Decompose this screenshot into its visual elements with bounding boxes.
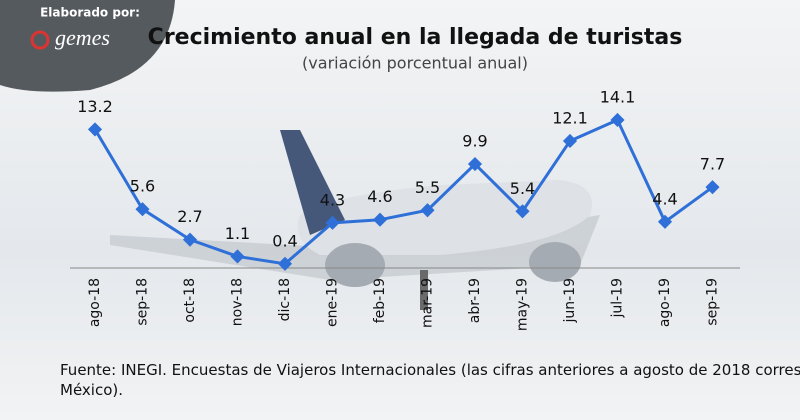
x-tick-label: may-19 <box>515 278 531 331</box>
data-point <box>230 249 245 264</box>
note-line: México). <box>60 381 123 399</box>
data-label: 14.1 <box>600 87 636 106</box>
data-label: 9.9 <box>462 132 487 151</box>
data-label: 0.4 <box>272 231 297 250</box>
data-point <box>277 256 293 271</box>
data-label: 4.3 <box>320 190 345 209</box>
data-point <box>515 204 530 219</box>
data-label: 12.1 <box>552 108 588 127</box>
data-point <box>135 202 150 217</box>
data-label: 2.7 <box>177 207 202 226</box>
data-label: 5.6 <box>130 177 155 196</box>
data-label: 4.6 <box>367 187 392 206</box>
data-point <box>562 133 578 149</box>
chart-subtitle: (variación porcentual anual) <box>302 54 528 73</box>
data-label: 5.5 <box>415 178 440 197</box>
note: Fuente: INEGI. Encuestas de Viajeros Int… <box>60 361 800 399</box>
x-tick-label: jul-19 <box>610 278 626 319</box>
note-line: Fuente: INEGI. Encuestas de Viajeros Int… <box>60 361 800 379</box>
x-tick-label: sep-19 <box>705 278 721 326</box>
series-line <box>93 117 714 266</box>
x-tick-label: jun-19 <box>562 278 578 324</box>
logo-badge <box>0 0 175 92</box>
data-label: 5.4 <box>510 179 535 198</box>
logo: gemes <box>55 25 110 50</box>
data-point <box>87 122 103 137</box>
data-label: 1.1 <box>225 224 250 243</box>
data-point <box>372 212 388 227</box>
data-point <box>325 215 340 230</box>
credit: Elaborado por: <box>40 6 140 20</box>
data-point <box>182 232 198 247</box>
data-point <box>657 214 673 229</box>
x-tick-label: nov-18 <box>230 278 246 326</box>
data-label: 7.7 <box>700 155 725 174</box>
logo-icon <box>30 30 50 50</box>
chart-title: Crecimiento anual en la llegada de turis… <box>148 25 683 50</box>
x-tick-label: feb-19 <box>372 278 388 323</box>
x-tick-label: mar-19 <box>420 278 436 328</box>
data-point <box>610 112 625 128</box>
data-label: 13.2 <box>77 97 113 116</box>
x-tick-label: oct-18 <box>182 278 198 323</box>
data-point <box>467 156 483 172</box>
x-tick-label: sep-18 <box>135 278 151 326</box>
data-label: 4.4 <box>652 189 677 208</box>
x-tick-label: ago-18 <box>87 278 103 327</box>
plot: ago-18 sep-18 oct-18 nov-18 dic-18 ene-19 feb-… <box>77 87 725 331</box>
data-point <box>420 203 435 218</box>
x-tick-label: abr-19 <box>467 278 483 323</box>
plane-image <box>110 130 600 310</box>
x-tick-label: ene-19 <box>325 278 341 327</box>
data-point <box>705 180 720 195</box>
x-tick-label: dic-18 <box>277 278 293 321</box>
x-tick-label: ago-19 <box>657 278 673 327</box>
